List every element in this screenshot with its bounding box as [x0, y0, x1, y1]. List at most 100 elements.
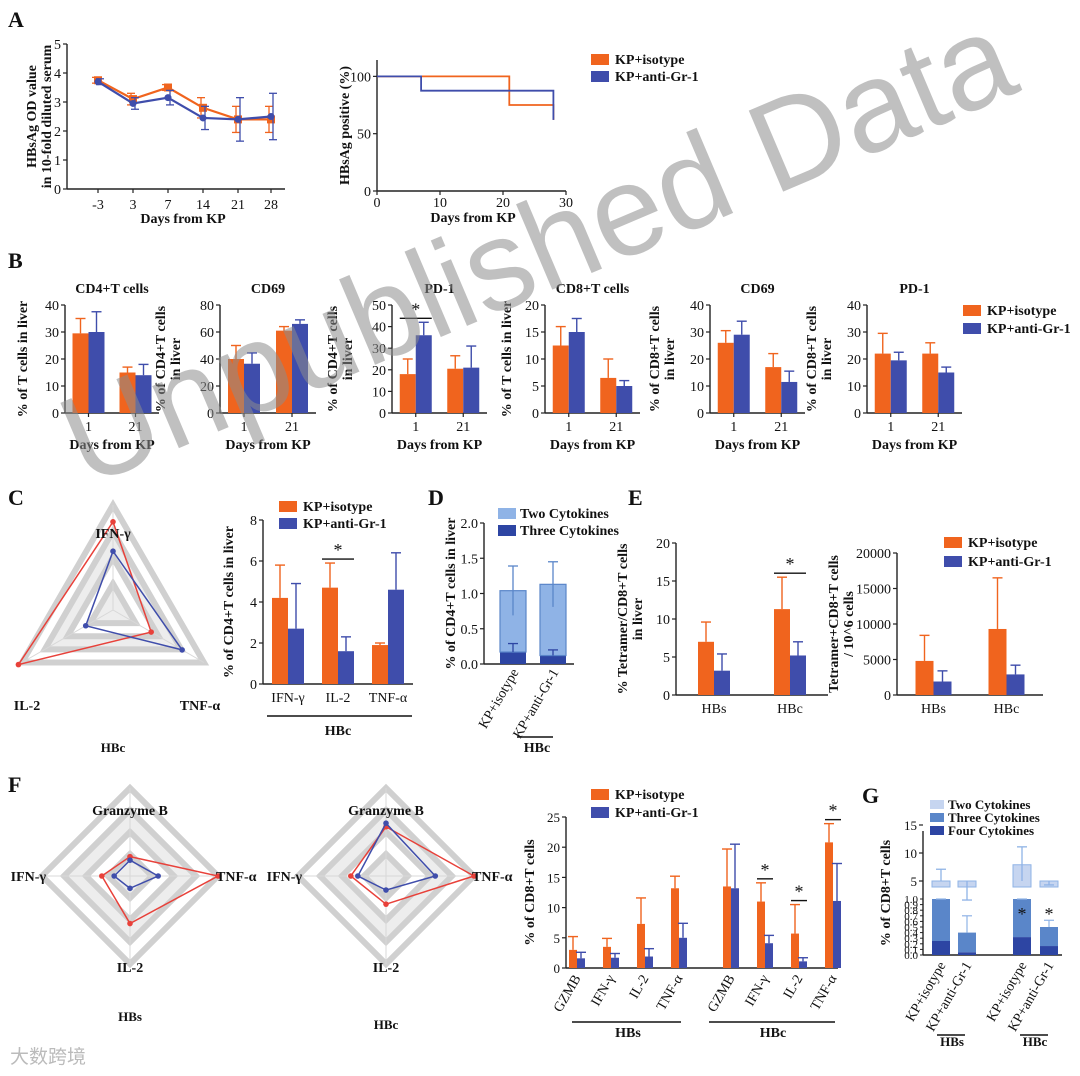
legend-swatch — [930, 826, 944, 835]
radar-point — [383, 901, 389, 907]
legend-label: KP+anti-Gr-1 — [987, 322, 1071, 337]
bar-anti-gr1 — [765, 943, 773, 968]
x-tick-label: 1 — [241, 420, 248, 435]
panel-letter: G — [862, 783, 879, 808]
y-tick-label: 0 — [364, 185, 371, 200]
x-tick-label: 10 — [433, 196, 447, 211]
y-tick-label: 25 — [547, 810, 560, 825]
x-tick-label: HBc — [777, 702, 803, 717]
y-tick-label: 50 — [372, 299, 386, 314]
legend-swatch — [930, 800, 944, 809]
data-point — [164, 94, 172, 102]
radar-point — [383, 887, 389, 893]
y-tick-label: 1.0 — [461, 588, 479, 603]
y-tick-label: 1 — [54, 154, 61, 169]
significance-star: * — [1018, 904, 1027, 924]
chart-title: CD8+T cells — [556, 282, 630, 297]
y-tick-label: 40 — [200, 353, 214, 368]
x-axis-label: Days from KP — [872, 438, 958, 453]
panel-letter: B — [8, 248, 23, 273]
stack-three-cytokines — [958, 932, 976, 953]
bar-isotype — [637, 923, 645, 968]
y-axis-label: % of CD8+T cells — [648, 305, 663, 412]
bar-isotype — [276, 330, 292, 413]
x-tick-label: GZMB — [551, 973, 584, 1016]
bar-isotype — [671, 888, 679, 968]
y-tick-label: 0 — [554, 961, 561, 976]
radar-axis-label: TNF-α — [472, 870, 513, 885]
x-tick-label: IL-2 — [326, 691, 351, 706]
y-tick-label: 0.6 — [904, 916, 918, 928]
radar-point — [82, 622, 89, 629]
significance-star: * — [829, 801, 838, 821]
radar-axis-label: IL-2 — [117, 961, 143, 976]
x-tick-label: IFN-γ — [271, 691, 304, 706]
y-axis-label: % of T cells in liver — [16, 301, 31, 418]
y-axis-label: % of CD4+T cells in liver — [222, 526, 237, 678]
legend-label: Four Cytokines — [948, 823, 1034, 838]
radar-point — [471, 873, 477, 879]
chart-title: CD69 — [251, 282, 285, 297]
y-tick-label: 8 — [250, 514, 257, 529]
y-tick-label: 5000 — [863, 654, 891, 669]
radar-caption: HBs — [118, 1009, 142, 1024]
logo-text: 大数跨境 — [10, 1046, 87, 1068]
radar-caption: HBc — [374, 1017, 399, 1032]
bar-anti-gr1 — [645, 956, 653, 968]
y-tick-label: 40 — [45, 299, 59, 314]
y-tick-label: 0 — [663, 689, 670, 704]
legend-swatch — [944, 537, 962, 548]
x-tick-label: 3 — [130, 198, 137, 213]
y-tick-label: 0.8 — [904, 905, 918, 917]
x-tick-label: 1 — [85, 420, 92, 435]
bar-isotype — [603, 946, 611, 968]
radar-point — [15, 661, 22, 668]
bar-isotype — [569, 949, 577, 968]
y-axis-label: Tetramer+CD8+T cells — [827, 555, 842, 693]
survival-line-anti-gr1 — [377, 75, 555, 120]
data-point — [199, 114, 207, 122]
legend-swatch — [591, 71, 609, 82]
bar-isotype — [825, 842, 833, 968]
legend-label: Two Cytokines — [520, 507, 609, 522]
stack-three-cytokines — [500, 652, 526, 664]
bar-isotype — [757, 901, 765, 968]
radar-point — [127, 920, 133, 927]
group-label: HBs — [940, 1034, 964, 1049]
bar-isotype — [765, 367, 782, 413]
radar-point — [155, 873, 161, 879]
radar-point — [148, 629, 154, 635]
stack-four-cytokines — [1040, 946, 1058, 955]
y-tick-label: 0.9 — [904, 900, 918, 912]
y-tick-label: 0 — [697, 407, 704, 422]
y-tick-label: 0.4 — [904, 928, 918, 940]
y-tick-label: 0 — [884, 689, 891, 704]
y-tick-label: 10 — [847, 380, 861, 395]
bar-anti-gr1 — [731, 888, 739, 968]
bar-anti-gr1 — [799, 961, 807, 968]
legend-swatch — [279, 501, 297, 512]
y-tick-label: 20 — [372, 364, 386, 379]
x-tick-label: IL-2 — [627, 973, 652, 1002]
data-point — [199, 103, 207, 112]
bar-isotype — [372, 645, 388, 684]
x-tick-label: 30 — [559, 196, 573, 211]
x-tick-label: 1 — [565, 420, 572, 435]
x-tick-label: IL-2 — [781, 973, 806, 1002]
bar-anti-gr1 — [679, 937, 687, 968]
legend-label: Two Cytokines — [948, 797, 1030, 812]
y-tick-label: 5 — [54, 38, 61, 53]
stack-four-cytokines — [932, 941, 950, 955]
bar-anti-gr1 — [568, 332, 585, 413]
panel-letter: C — [8, 485, 24, 510]
series-line-isotype — [97, 79, 271, 121]
data-point — [94, 78, 102, 86]
y-tick-label: 20 — [656, 537, 670, 552]
chart-title: PD-1 — [899, 282, 929, 297]
bar-anti-gr1 — [288, 628, 304, 684]
y-tick-label: 0 — [250, 678, 257, 693]
x-tick-label: HBc — [994, 702, 1020, 717]
legend-label: KP+anti-Gr-1 — [968, 555, 1052, 570]
data-point — [234, 115, 242, 123]
bar-anti-gr1 — [135, 375, 152, 413]
